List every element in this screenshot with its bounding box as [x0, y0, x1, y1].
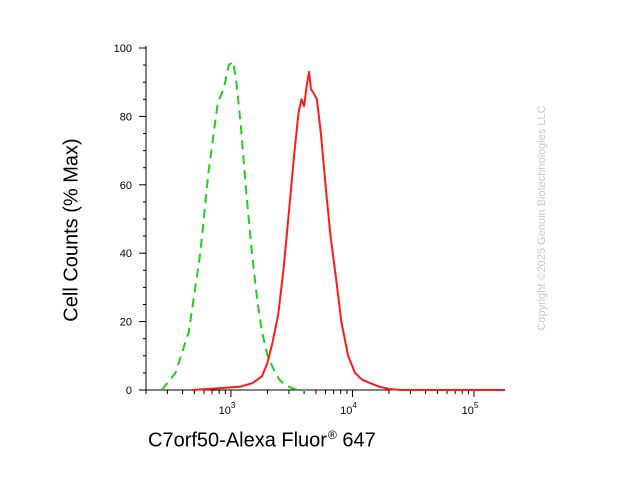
- y-tick-label: 100: [114, 43, 132, 55]
- chart-axes: 0 20 40 60 80 100 103 104 105: [114, 43, 505, 417]
- series-line-solid: [192, 70, 505, 391]
- y-tick-label: 40: [120, 248, 132, 260]
- x-axis-label: C7orf50-Alexa Fluor® 647: [148, 428, 376, 453]
- y-tick-label: 60: [120, 180, 132, 192]
- y-tick-label: 0: [126, 385, 132, 397]
- y-tick-label: 80: [120, 111, 132, 123]
- x-axis-label-text: C7orf50-Alexa Fluor: [148, 429, 327, 452]
- y-tick-label: 20: [120, 317, 132, 329]
- x-tick-label: 103: [219, 401, 236, 417]
- series-line-dashed: [161, 60, 307, 391]
- copyright-watermark: Copyright ©2025 Genuin Biotechnologies L…: [536, 105, 548, 331]
- series-layer: [161, 60, 505, 391]
- x-tick-label: 104: [340, 401, 357, 417]
- x-axis-label-suffix: 647: [342, 429, 376, 452]
- registered-mark: ®: [327, 428, 337, 442]
- x-tick-label: 105: [462, 401, 479, 417]
- y-axis-label: Cell Counts (% Max): [60, 138, 83, 322]
